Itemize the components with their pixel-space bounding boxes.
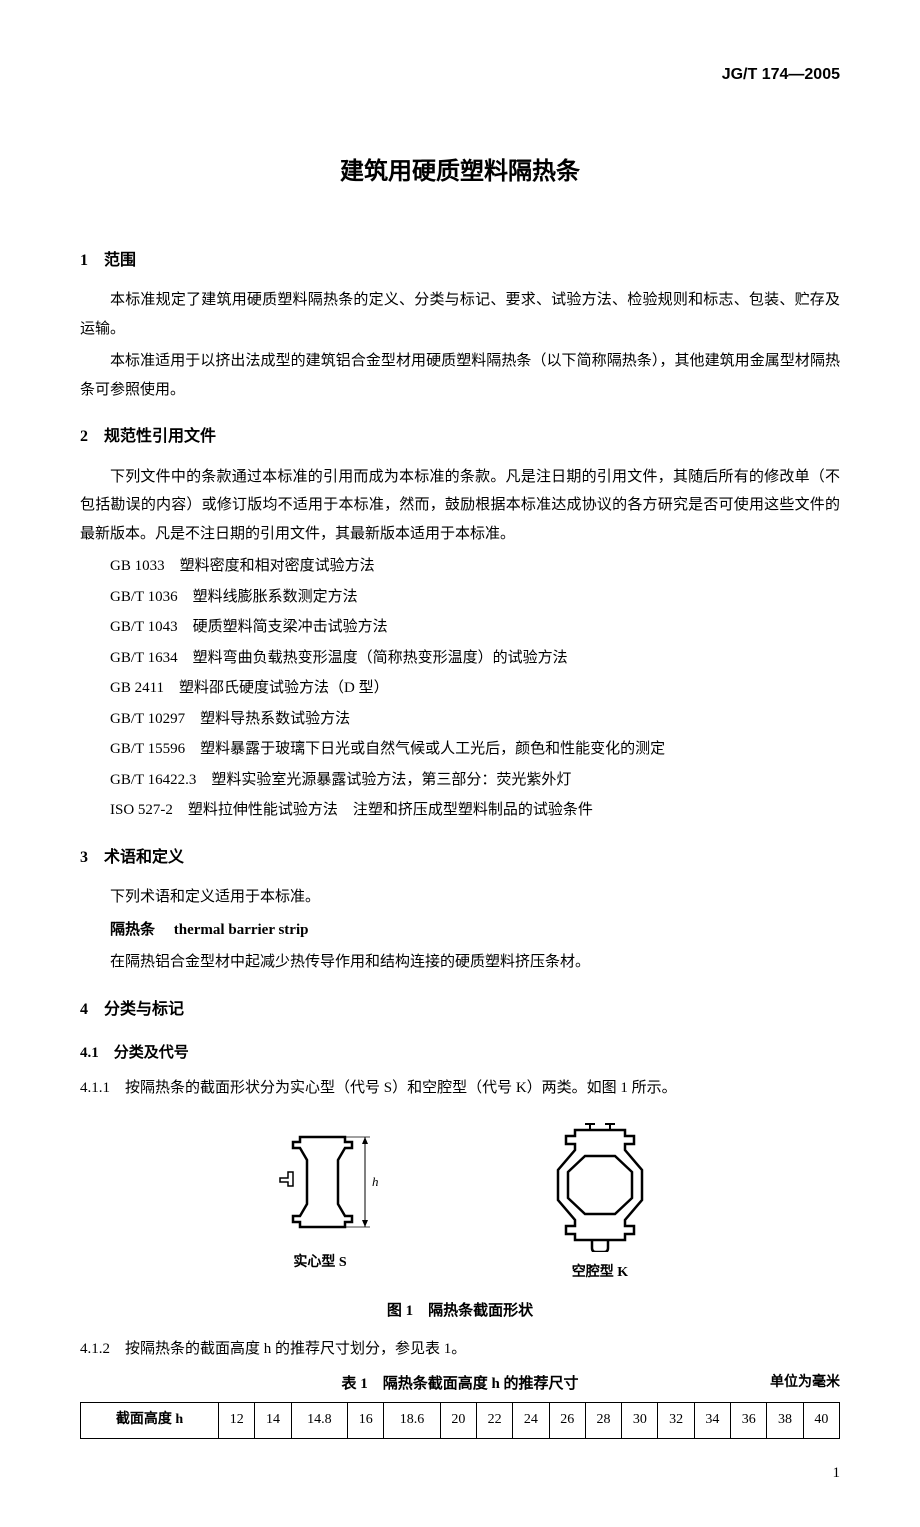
figure-1-caption: 图 1 隔热条截面形状 — [80, 1297, 840, 1326]
table-1-caption: 表 1 隔热条截面高度 h 的推荐尺寸 — [341, 1376, 578, 1392]
section-1-p1: 本标准规定了建筑用硬质塑料隔热条的定义、分类与标记、要求、试验方法、检验规则和标… — [80, 286, 840, 343]
svg-text:h: h — [372, 1174, 379, 1189]
section-3-heading: 3 术语和定义 — [80, 843, 840, 873]
main-title: 建筑用硬质塑料隔热条 — [80, 150, 840, 196]
ref-item: ISO 527-2 塑料拉伸性能试验方法 注塑和挤压成型塑料制品的试验条件 — [80, 796, 840, 825]
ref-item: GB/T 1036 塑料线膨胀系数测定方法 — [80, 583, 840, 612]
table-cell: 28 — [585, 1403, 621, 1439]
ref-item: GB/T 1634 塑料弯曲负载热变形温度（简称热变形温度）的试验方法 — [80, 644, 840, 673]
table-1-unit: 单位为毫米 — [770, 1370, 840, 1397]
section-3-intro: 下列术语和定义适用于本标准。 — [80, 883, 840, 912]
section-2-p1: 下列文件中的条款通过本标准的引用而成为本标准的条款。凡是注日期的引用文件，其随后… — [80, 463, 840, 549]
table-cell: 34 — [694, 1403, 730, 1439]
table-cell: 22 — [476, 1403, 512, 1439]
table-row: 截面高度 h 12 14 14.8 16 18.6 20 22 24 26 28… — [81, 1403, 840, 1439]
table-cell: 14.8 — [291, 1403, 347, 1439]
table-1-caption-row: 表 1 隔热条截面高度 h 的推荐尺寸 单位为毫米 — [80, 1370, 840, 1399]
section-1-p2: 本标准适用于以挤出法成型的建筑铝合金型材用硬质塑料隔热条（以下简称隔热条），其他… — [80, 347, 840, 404]
figure-k-label: 空腔型 K — [572, 1260, 628, 1287]
table-cell: 38 — [767, 1403, 803, 1439]
document-id: JG/T 174—2005 — [80, 60, 840, 90]
table-cell: 18.6 — [384, 1403, 440, 1439]
figure-s-icon: h — [250, 1122, 390, 1242]
ref-item: GB 1033 塑料密度和相对密度试验方法 — [80, 552, 840, 581]
term-name-line: 隔热条 thermal barrier strip — [80, 916, 840, 945]
table-cell: 14 — [255, 1403, 291, 1439]
ref-item: GB/T 1043 硬质塑料简支梁冲击试验方法 — [80, 613, 840, 642]
term-cn: 隔热条 — [110, 922, 155, 938]
ref-item: GB 2411 塑料邵氏硬度试验方法（D 型） — [80, 674, 840, 703]
section-2-heading: 2 规范性引用文件 — [80, 422, 840, 452]
section-4-1-heading: 4.1 分类及代号 — [80, 1039, 840, 1068]
ref-item: GB/T 15596 塑料暴露于玻璃下日光或自然气候或人工光后，颜色和性能变化的… — [80, 735, 840, 764]
ref-item: GB/T 16422.3 塑料实验室光源暴露试验方法，第三部分：荧光紫外灯 — [80, 766, 840, 795]
table-1: 截面高度 h 12 14 14.8 16 18.6 20 22 24 26 28… — [80, 1402, 840, 1439]
table-row-label: 截面高度 h — [81, 1403, 219, 1439]
term-en: thermal barrier strip — [174, 922, 309, 938]
section-4-heading: 4 分类与标记 — [80, 995, 840, 1025]
table-cell: 20 — [440, 1403, 476, 1439]
table-cell: 40 — [803, 1403, 839, 1439]
figure-k-icon — [530, 1122, 670, 1252]
section-4-1-2: 4.1.2 按隔热条的截面高度 h 的推荐尺寸划分，参见表 1。 — [80, 1335, 840, 1364]
figures-row: h 实心型 S 空腔型 K — [80, 1122, 840, 1287]
ref-item: GB/T 10297 塑料导热系数试验方法 — [80, 705, 840, 734]
table-cell: 26 — [549, 1403, 585, 1439]
table-cell: 32 — [658, 1403, 694, 1439]
section-4-1-1: 4.1.1 按隔热条的截面形状分为实心型（代号 S）和空腔型（代号 K）两类。如… — [80, 1074, 840, 1103]
table-cell: 12 — [219, 1403, 255, 1439]
table-cell: 16 — [348, 1403, 384, 1439]
table-cell: 36 — [731, 1403, 767, 1439]
term-definition: 在隔热铝合金型材中起减少热传导作用和结构连接的硬质塑料挤压条材。 — [80, 948, 840, 977]
figure-s-label: 实心型 S — [293, 1250, 346, 1277]
figure-s-box: h 实心型 S — [250, 1122, 390, 1287]
table-cell: 24 — [513, 1403, 549, 1439]
figure-k-box: 空腔型 K — [530, 1122, 670, 1287]
section-1-heading: 1 范围 — [80, 246, 840, 276]
table-cell: 30 — [622, 1403, 658, 1439]
page-number: 1 — [80, 1459, 840, 1488]
